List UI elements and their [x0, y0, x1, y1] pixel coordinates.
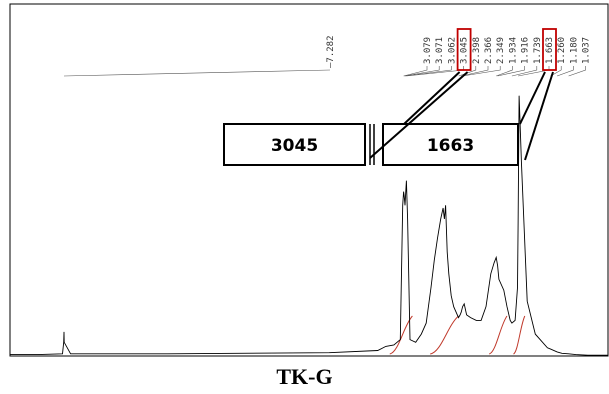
peak-connector: [461, 66, 489, 77]
integral-curve: [430, 315, 459, 355]
callout-box: [382, 123, 519, 166]
integral-curve: [389, 315, 413, 355]
callout-leader-line: [403, 71, 461, 125]
callout-group: 3045 1663: [223, 71, 554, 166]
peak-connector: [462, 66, 501, 77]
peak-connector: [496, 66, 513, 77]
peak-label: 3.079: [423, 37, 433, 64]
peak-label: 2.398: [472, 37, 482, 64]
callout-box: [223, 123, 366, 166]
peak-label-group: —7.282 3.079 3.071 3.062 3.045 2.398 2.366 2.34…: [63, 35, 592, 77]
peak-connector: [404, 66, 440, 77]
integral-curve: [488, 315, 508, 355]
peak-connector: [568, 66, 586, 77]
callout-label: 1663: [427, 136, 474, 156]
peak-connector: [403, 66, 428, 77]
peak-label: 1.916: [521, 37, 531, 64]
callout-leader-line: [519, 71, 546, 125]
callout-leader-line: [524, 71, 554, 161]
peak-label: 2.366: [484, 37, 494, 64]
peak-label: 3.062: [447, 37, 457, 64]
peak-connector: [550, 66, 562, 77]
peak-connector: [497, 66, 525, 77]
callout-label: 3045: [271, 136, 318, 156]
peak-highlight-group: [456, 28, 557, 71]
peak-connector: [63, 69, 331, 77]
peak-connector: [556, 66, 574, 77]
callout-leader-line: [369, 71, 469, 159]
peak-highlight-box: [456, 28, 472, 71]
figure-caption: TK-G: [276, 364, 333, 389]
integral-curve: [513, 315, 526, 355]
peak-label: 1.934: [508, 37, 518, 64]
peak-label: 3.045: [460, 37, 470, 64]
peak-label: 1.037: [582, 37, 592, 64]
peak-label: 2.349: [496, 37, 506, 64]
peak-label: —7.282: [326, 35, 336, 68]
peak-label: 1.180: [569, 37, 579, 64]
peak-highlight-box: [542, 28, 557, 71]
peak-label: 1.739: [533, 37, 543, 64]
integral-curves: [389, 315, 526, 355]
peak-connector: [404, 66, 452, 77]
spectrum-trace: [10, 95, 608, 356]
peak-connector: [511, 66, 538, 77]
peak-label: 1.663: [545, 37, 555, 64]
plot-frame: [9, 3, 609, 357]
peak-label: 3.071: [435, 37, 445, 64]
peak-label: 1.260: [557, 37, 567, 64]
